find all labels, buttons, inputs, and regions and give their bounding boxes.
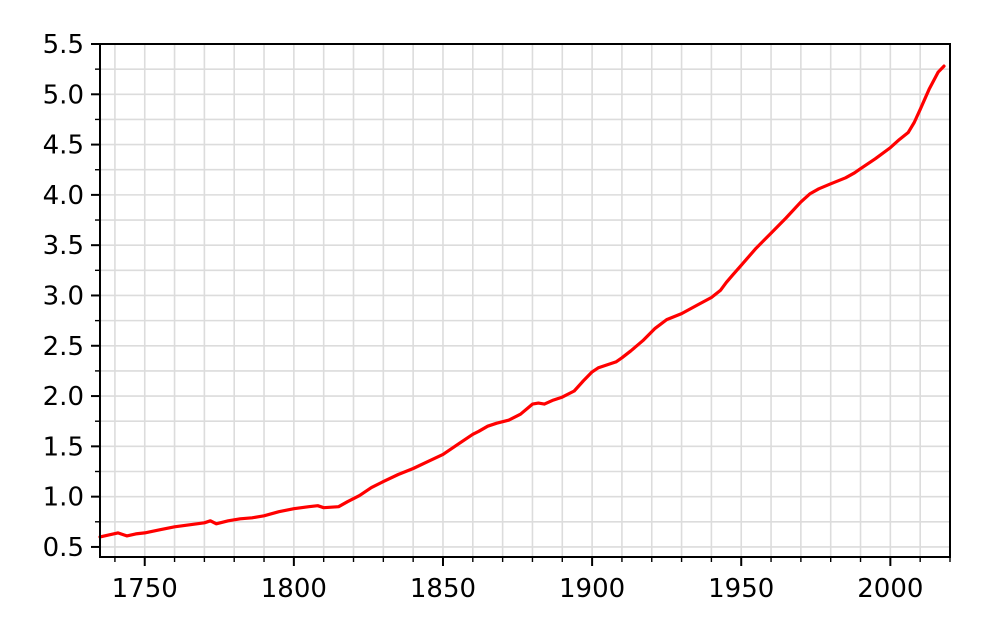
series-line	[98, 64, 946, 539]
y-axis-tick-labels: 0.5 1.0 1.5 2.0 2.5 3.0 3.5 4.0 4.5 5.0 5.5	[43, 30, 84, 563]
x-tick-label: 1750	[112, 574, 178, 604]
y-tick-label: 3.0	[43, 281, 84, 311]
x-tick-label: 1900	[559, 574, 625, 604]
y-tick-label: 3.5	[43, 231, 84, 261]
y-tick-label: 2.5	[43, 332, 84, 362]
y-tick-label: 5.0	[43, 80, 84, 110]
x-axis-tick-labels: 1750 1800 1850 1900 1950 2000	[112, 574, 924, 604]
y-tick-label: 1.0	[43, 483, 84, 513]
x-tick-label: 1800	[261, 574, 327, 604]
y-tick-label: 4.5	[43, 131, 84, 161]
x-tick-label: 2000	[857, 574, 923, 604]
y-tick-label: 2.0	[43, 382, 84, 412]
axis-ticks	[91, 43, 951, 566]
y-tick-label: 4.0	[43, 181, 84, 211]
x-tick-label: 1850	[410, 574, 476, 604]
grid	[100, 43, 951, 557]
series-lines	[98, 64, 946, 539]
y-tick-label: 1.5	[43, 432, 84, 462]
plot-frame	[99, 43, 951, 558]
y-tick-label: 0.5	[43, 533, 84, 563]
y-tick-label: 5.5	[43, 30, 84, 60]
x-tick-label: 1950	[708, 574, 774, 604]
